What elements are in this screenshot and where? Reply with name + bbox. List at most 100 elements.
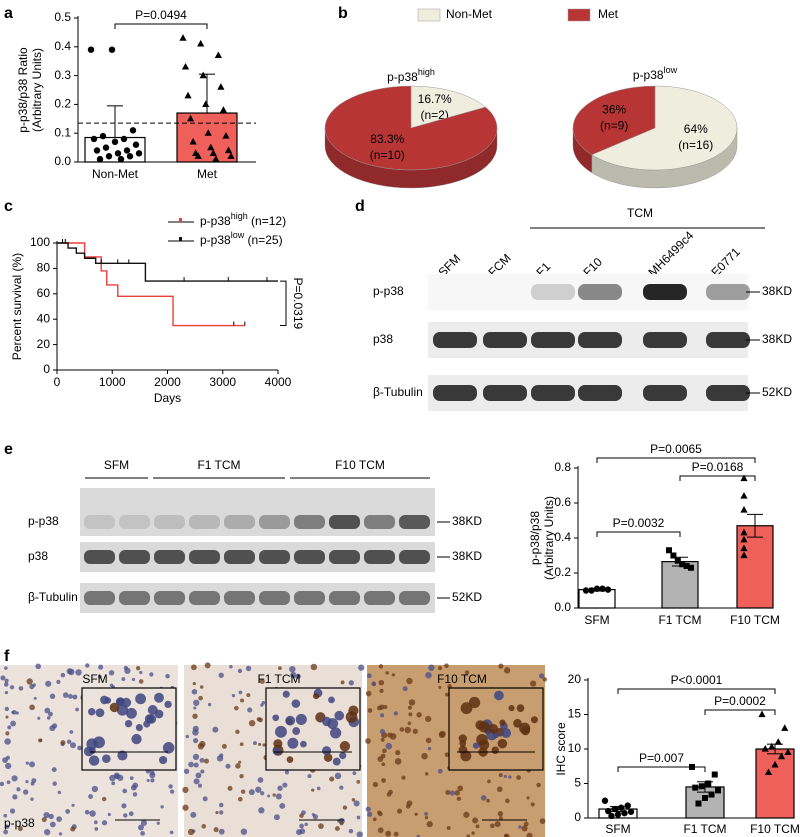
size-marker: 38KD	[762, 284, 792, 298]
cell	[185, 734, 189, 739]
cell	[93, 820, 98, 825]
inset-cell	[109, 702, 120, 713]
size-marker: 38KD	[452, 549, 482, 563]
data-point	[604, 586, 612, 593]
cell	[385, 671, 389, 675]
cell	[165, 673, 170, 679]
bar	[736, 525, 774, 609]
cell	[3, 829, 9, 835]
cell	[182, 804, 189, 811]
p-value: P<0.0001	[671, 673, 723, 687]
blot-band	[119, 515, 150, 529]
cell	[444, 663, 449, 669]
size-marker: 52KD	[762, 385, 792, 399]
cell	[380, 737, 385, 742]
cell	[182, 786, 189, 794]
cell	[386, 792, 392, 797]
data-point	[197, 39, 205, 47]
cell	[424, 816, 429, 820]
inset-cell	[322, 746, 332, 756]
cell	[72, 694, 78, 700]
inset-cell	[519, 722, 531, 734]
legend-name-sup: high	[231, 211, 248, 221]
blot-band	[643, 332, 687, 348]
cell	[97, 675, 102, 679]
size-marker: 38KD	[452, 514, 482, 528]
inset-cell	[292, 727, 301, 735]
cell	[239, 742, 244, 747]
cell	[9, 685, 15, 690]
blot-band	[119, 591, 150, 605]
data-point	[740, 528, 748, 536]
cell	[526, 832, 533, 837]
cell	[416, 834, 420, 837]
data-point	[740, 544, 748, 552]
cell	[366, 673, 372, 679]
y-tick-label: 100	[30, 235, 50, 249]
cell	[399, 727, 405, 732]
cell	[516, 775, 521, 780]
cell	[35, 663, 42, 670]
x-tick-label: 3000	[209, 375, 236, 389]
blot-band	[189, 550, 220, 564]
cell	[307, 774, 312, 779]
cell	[449, 790, 455, 796]
cell	[379, 688, 384, 693]
x-tick-label: 1000	[99, 375, 126, 389]
data-point	[627, 808, 635, 815]
cell	[290, 671, 297, 679]
pie-title-sup: high	[418, 67, 435, 77]
cell	[156, 821, 160, 825]
y-tick-label: 0.6	[554, 495, 571, 509]
blot-band	[531, 385, 575, 401]
data-point	[599, 585, 606, 592]
panel-letter: b	[338, 5, 348, 22]
data-point	[212, 155, 220, 162]
cell	[299, 823, 305, 829]
blot-band	[224, 550, 255, 564]
survival-line	[57, 242, 278, 282]
cell	[529, 680, 537, 687]
cell	[394, 758, 402, 765]
cell	[486, 798, 490, 803]
cell	[240, 828, 248, 835]
cell	[71, 803, 75, 807]
y-tick-label: 40	[37, 311, 51, 325]
cell	[60, 740, 66, 746]
cell	[9, 808, 16, 814]
cell	[101, 796, 107, 802]
cell	[140, 831, 145, 836]
image-label: F1 TCM	[257, 672, 300, 686]
data-point	[90, 135, 98, 143]
cell	[31, 778, 37, 784]
data-point	[114, 150, 122, 157]
blot-band	[329, 515, 360, 529]
cell	[60, 672, 66, 678]
data-point	[618, 804, 625, 811]
image-label: SFM	[82, 672, 107, 686]
blot-band	[294, 591, 325, 605]
y-tick-label: 0.4	[54, 39, 71, 53]
cell	[215, 811, 219, 815]
cell	[111, 781, 116, 786]
cell	[277, 785, 283, 791]
cell	[4, 690, 9, 695]
p-value: P=0.0319	[291, 277, 305, 329]
cell	[530, 802, 535, 807]
data-point	[588, 587, 595, 594]
cell	[311, 812, 315, 817]
significance-bracket	[679, 475, 756, 481]
cell	[278, 666, 282, 671]
row-label: β-Tubulin	[28, 590, 78, 604]
cell	[289, 665, 296, 673]
cell	[192, 725, 199, 732]
data-point	[181, 62, 190, 70]
y-tick-label: 0.1	[54, 125, 71, 139]
cell	[438, 685, 442, 689]
inset-cell	[472, 742, 480, 749]
cell	[89, 810, 96, 817]
blot-band	[154, 550, 185, 564]
cell	[199, 685, 204, 689]
